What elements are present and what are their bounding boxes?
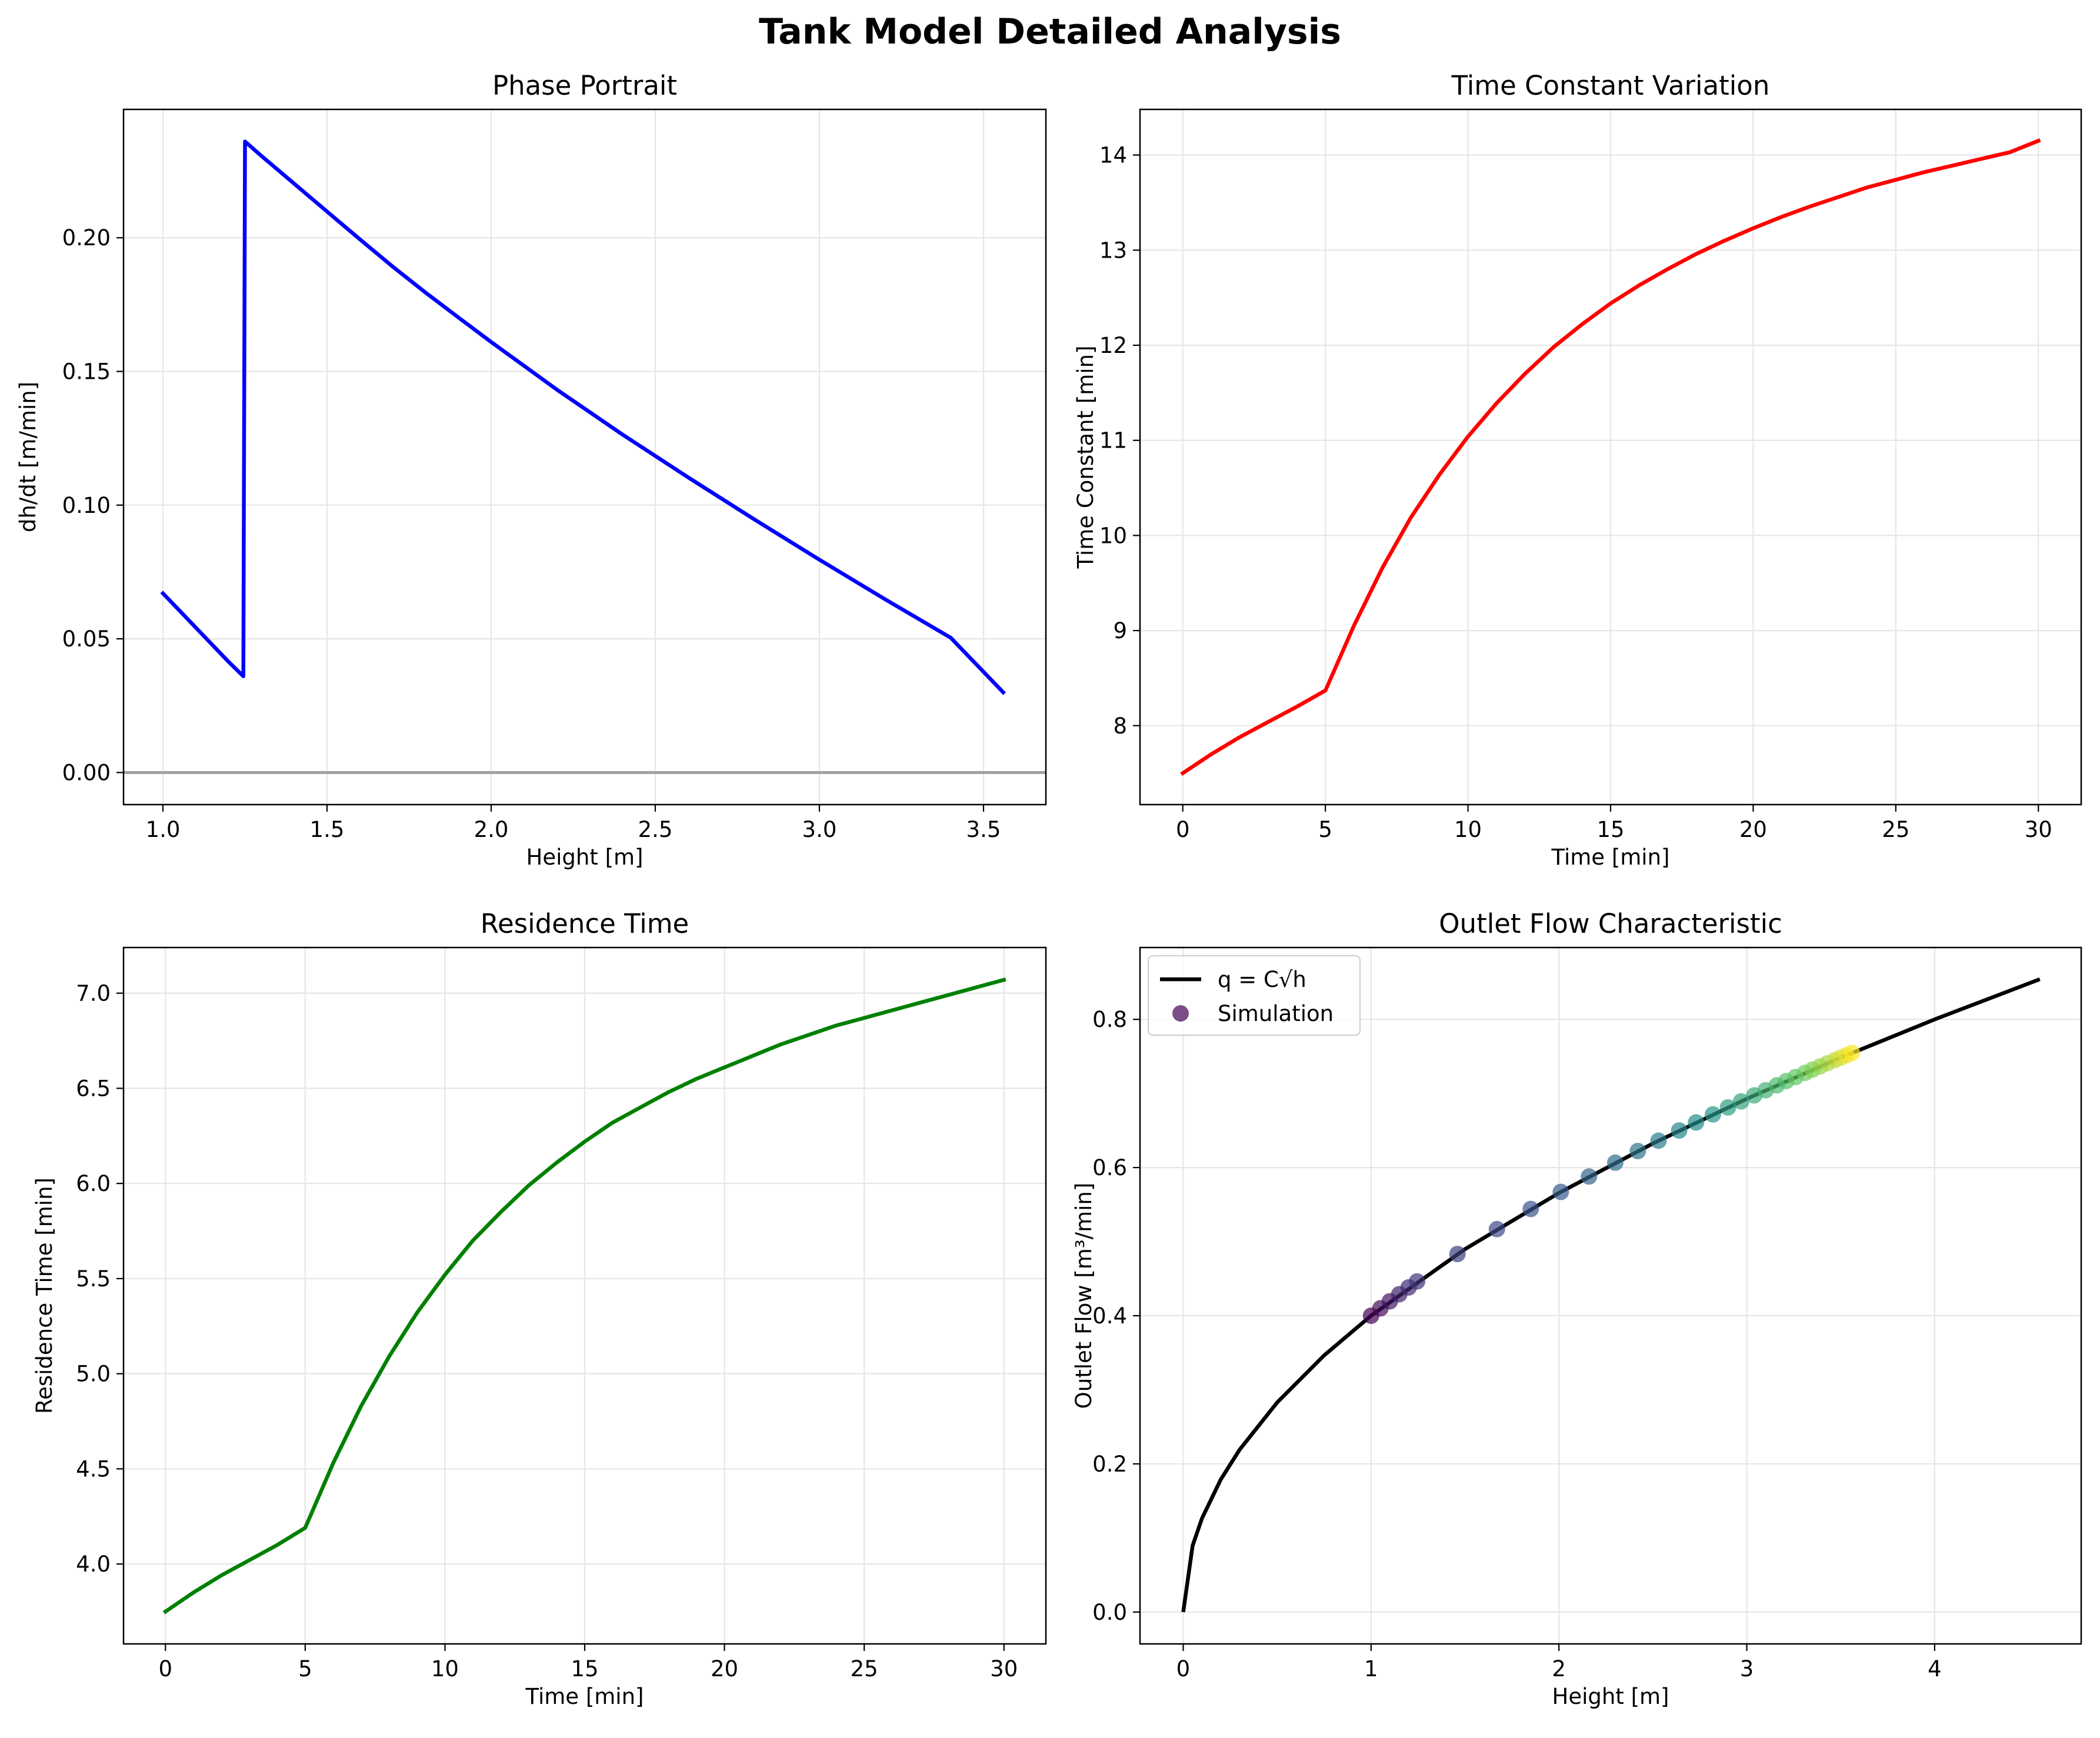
outlet-y-tick-label: 0.8: [1092, 1007, 1127, 1032]
phase-x-tick-label: 2.0: [474, 817, 509, 842]
phase-y-tick-label: 0.00: [62, 760, 111, 785]
residence-x-tick-label: 10: [431, 1656, 459, 1682]
outlet-scatter-point: [1732, 1093, 1749, 1110]
residence-y-tick-label: 7.0: [76, 981, 111, 1006]
outlet-panel: 0 1 2 3 4 0.0 0.2 0.4 0.6 0.8 Outlet Flow Characte…: [1071, 908, 2082, 1709]
outlet-scatter-point: [1671, 1122, 1688, 1139]
outlet-y-axis-label: Outlet Flow [m³/min]: [1071, 1183, 1096, 1409]
residence-y-tick-label: 4.5: [76, 1456, 111, 1482]
tau-x-tick-label: 25: [1882, 817, 1909, 842]
tau-x-axis-label: Time [min]: [1551, 845, 1670, 870]
residence-x-tick-label: 30: [990, 1656, 1018, 1682]
legend-box: [1148, 955, 1361, 1036]
residence-x-tick-label: 0: [158, 1656, 172, 1682]
outlet-axes-frame: [1139, 946, 2082, 1645]
phase-x-tick-label: 3.0: [802, 817, 837, 842]
tau-y-tick-label: 8: [1113, 713, 1127, 739]
residence-x-tick-label: 15: [571, 1656, 598, 1682]
phase-x-tick-label: 2.5: [638, 817, 673, 842]
outlet-scatter-point: [1629, 1143, 1646, 1160]
residence-y-tick-label: 5.5: [76, 1266, 111, 1292]
residence-data-area: [162, 978, 1006, 1614]
phase-data-area: [124, 139, 1046, 774]
phase-series-line: [160, 139, 1006, 695]
legend-entry-curve: q = C√h: [1218, 967, 1306, 992]
phase-y-tick-label: 0.15: [62, 359, 111, 385]
tau-title: Time Constant Variation: [1451, 70, 1770, 101]
outlet-scatter-point: [1606, 1154, 1624, 1171]
tau-data-area: [1180, 138, 2041, 776]
outlet-scatter-point: [1552, 1183, 1569, 1200]
tau-x-tick-label: 5: [1318, 817, 1332, 842]
outlet-y-tick-label: 0.4: [1092, 1303, 1127, 1329]
figure-suptitle: Tank Model Detailed Analysis: [759, 11, 1341, 52]
outlet-legend: q = C√h Simulation: [1148, 955, 1361, 1036]
tau-y-tick-label: 9: [1113, 618, 1127, 643]
outlet-y-tick-label: 0.2: [1092, 1452, 1127, 1477]
residence-y-axis-label: Residence Time [min]: [32, 1177, 57, 1414]
tau-x-tick-label: 10: [1454, 817, 1482, 842]
phase-y-tick-label: 0.05: [62, 626, 111, 652]
outlet-scatter-point: [1650, 1132, 1667, 1149]
outlet-x-tick-label: 4: [1928, 1656, 1942, 1682]
phase-axes-frame: [122, 108, 1047, 806]
phase-x-tick-label: 1.5: [310, 817, 345, 842]
residence-series-line: [162, 978, 1006, 1614]
legend-entry-scatter: Simulation: [1218, 1001, 1334, 1026]
tau-x-tick-label: 15: [1596, 817, 1624, 842]
outlet-scatter-point: [1522, 1200, 1539, 1217]
outlet-scatter-point: [1844, 1045, 1861, 1062]
outlet-y-tick-label: 0.0: [1092, 1600, 1127, 1625]
outlet-title: Outlet Flow Characteristic: [1439, 908, 1782, 939]
tau-x-tick-label: 20: [1739, 817, 1767, 842]
outlet-scatter-point: [1705, 1106, 1722, 1123]
phase-panel: 1.0 1.5 2.0 2.5 3.0 3.5 0.00 0.05 0.10 0.15 0.20 Ph…: [15, 70, 1047, 870]
tau-y-tick-label: 14: [1099, 143, 1127, 168]
outlet-scatter-point: [1719, 1099, 1736, 1116]
phase-y-tick-label: 0.20: [62, 225, 111, 251]
residence-x-tick-label: 5: [298, 1656, 312, 1682]
outlet-data-area: [1181, 977, 2041, 1613]
tau-x-tick-label: 0: [1176, 817, 1190, 842]
residence-y-tick-label: 6.5: [76, 1076, 111, 1101]
outlet-x-axis-label: Height [m]: [1552, 1684, 1669, 1709]
residence-y-tick-label: 4.0: [76, 1552, 111, 1577]
phase-title: Phase Portrait: [492, 70, 677, 101]
tau-y-tick-label: 11: [1099, 428, 1127, 453]
outlet-x-tick-label: 0: [1176, 1656, 1191, 1682]
phase-x-axis-label: Height [m]: [526, 845, 644, 870]
residence-x-axis-label: Time [min]: [525, 1684, 644, 1709]
tau-x-tick-label: 30: [2025, 817, 2052, 842]
phase-y-tick-label: 0.10: [62, 493, 111, 518]
outlet-x-tick-label: 3: [1740, 1656, 1754, 1682]
tau-y-tick-label: 13: [1099, 238, 1127, 263]
outlet-scatter-point: [1409, 1273, 1426, 1290]
residence-y-tick-label: 6.0: [76, 1171, 111, 1196]
outlet-x-tick-label: 1: [1364, 1656, 1378, 1682]
outlet-scatter-point: [1581, 1168, 1598, 1185]
phase-y-axis-label: dh/dt [m/min]: [15, 382, 41, 532]
legend-marker-swatch: [1172, 1005, 1189, 1022]
tau-y-tick-label: 10: [1099, 523, 1127, 548]
residence-x-tick-label: 20: [711, 1656, 738, 1682]
residence-title: Residence Time: [481, 908, 689, 939]
outlet-y-tick-label: 0.6: [1092, 1155, 1127, 1180]
residence-panel: 0 5 10 15 20 25 30 4.0 4.5 5.0 5.5 6.0 6.5 7.0 Residen…: [32, 908, 1047, 1709]
outlet-scatter-point: [1688, 1114, 1705, 1131]
phase-x-tick-label: 3.5: [966, 817, 1001, 842]
residence-y-tick-label: 5.0: [76, 1362, 111, 1387]
tau-y-tick-label: 12: [1099, 333, 1127, 358]
tau-series-line: [1180, 138, 2041, 776]
tau-y-axis-label: Time Constant [min]: [1073, 345, 1098, 569]
tau-panel: 0 5 10 15 20 25 30 8 9 10 11 12 13 14 Time Constant Va…: [1073, 70, 2082, 870]
residence-x-tick-label: 25: [851, 1656, 878, 1682]
outlet-scatter-point: [1488, 1220, 1505, 1237]
phase-x-tick-label: 1.0: [146, 817, 181, 842]
outlet-x-tick-label: 2: [1552, 1656, 1566, 1682]
outlet-scatter-point: [1449, 1246, 1466, 1263]
